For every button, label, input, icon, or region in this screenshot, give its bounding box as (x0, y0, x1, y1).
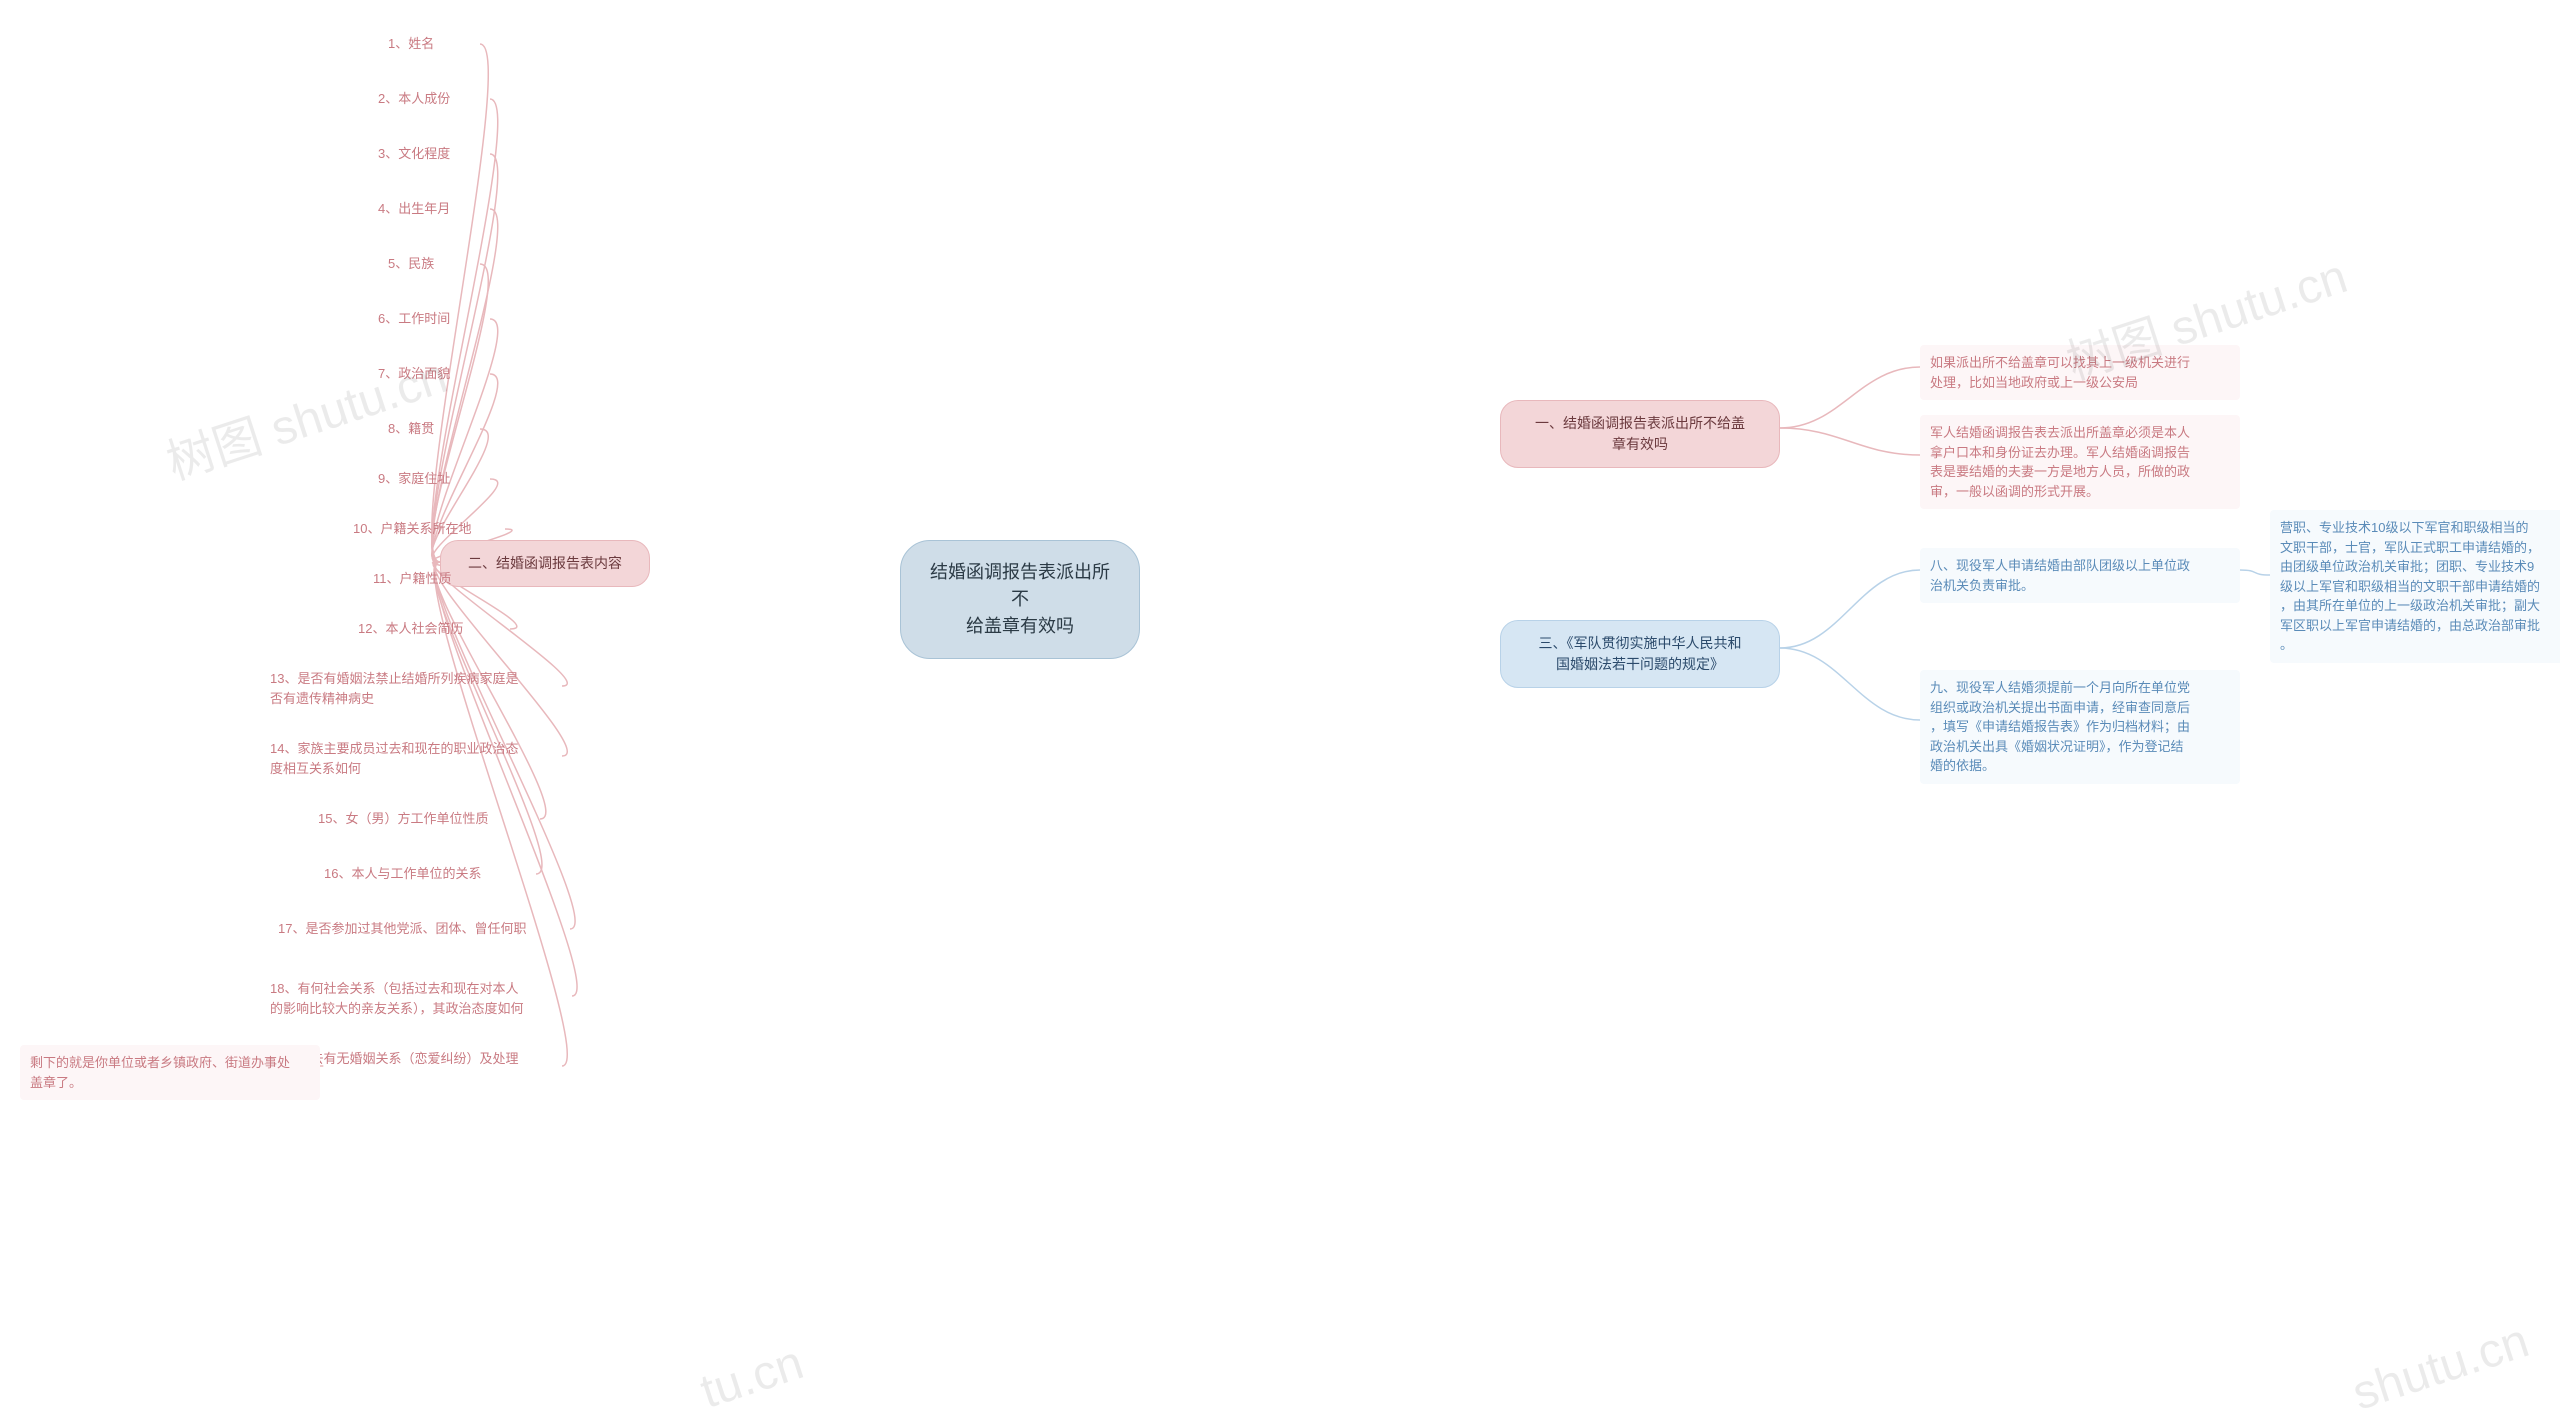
branch-2-leaf-6: 7、政治面貌 (370, 360, 490, 388)
branch-2-leaf-18-child: 剩下的就是你单位或者乡镇政府、街道办事处 盖章了。 (20, 1045, 320, 1100)
branch-2-leaf-10: 11、户籍性质 (365, 565, 495, 593)
branch-3-leaf-1: 九、现役军人结婚须提前一个月向所在单位党 组织或政治机关提出书面申请，经审查同意… (1920, 670, 2240, 784)
branch-2-leaf-2: 3、文化程度 (370, 140, 490, 168)
branch-2-leaf-13: 14、家族主要成员过去和现在的职业政治态 度相互关系如何 (262, 735, 562, 782)
branch-2-leaf-8: 9、家庭住址 (370, 465, 490, 493)
branch-2-leaf-4: 5、民族 (380, 250, 480, 278)
branch-1: 一、结婚函调报告表派出所不给盖 章有效吗 (1500, 400, 1780, 468)
branch-3-leaf-0-child: 营职、专业技术10级以下军官和职级相当的 文职干部，士官，军队正式职工申请结婚的… (2270, 510, 2560, 663)
branch-2-leaf-5: 6、工作时间 (370, 305, 490, 333)
branch-2-leaf-14: 15、女（男）方工作单位性质 (310, 805, 540, 833)
branch-2-leaf-12: 13、是否有婚姻法禁止结婚所列疾病家庭是 否有遗传精神病史 (262, 665, 562, 712)
branch-2-leaf-15: 16、本人与工作单位的关系 (316, 860, 536, 888)
watermark-2: tu.cn (694, 1335, 810, 1419)
center-node: 结婚函调报告表派出所不 给盖章有效吗 (900, 540, 1140, 659)
watermark-3: shutu.cn (2346, 1313, 2536, 1421)
branch-2-leaf-9: 10、户籍关系所在地 (345, 515, 505, 543)
branch-1-leaf-1: 军人结婚函调报告表去派出所盖章必须是本人 拿户口本和身份证去办理。军人结婚函调报… (1920, 415, 2240, 509)
branch-2-leaf-0: 1、姓名 (380, 30, 480, 58)
branch-1-leaf-0: 如果派出所不给盖章可以找其上一级机关进行 处理，比如当地政府或上一级公安局 (1920, 345, 2240, 400)
branch-2-leaf-17: 18、有何社会关系（包括过去和现在对本人 的影响比较大的亲友关系），其政治态度如… (262, 975, 572, 1022)
branch-2-leaf-11: 12、本人社会简历 (350, 615, 510, 643)
branch-2-leaf-16: 17、是否参加过其他党派、团体、曾任何职 (270, 915, 570, 943)
branch-2-leaf-3: 4、出生年月 (370, 195, 490, 223)
branch-2-leaf-1: 2、本人成份 (370, 85, 490, 113)
branch-2-leaf-7: 8、籍贯 (380, 415, 480, 443)
branch-3: 三、《军队贯彻实施中华人民共和 国婚姻法若干问题的规定》 (1500, 620, 1780, 688)
branch-3-leaf-0: 八、现役军人申请结婚由部队团级以上单位政 治机关负责审批。 (1920, 548, 2240, 603)
